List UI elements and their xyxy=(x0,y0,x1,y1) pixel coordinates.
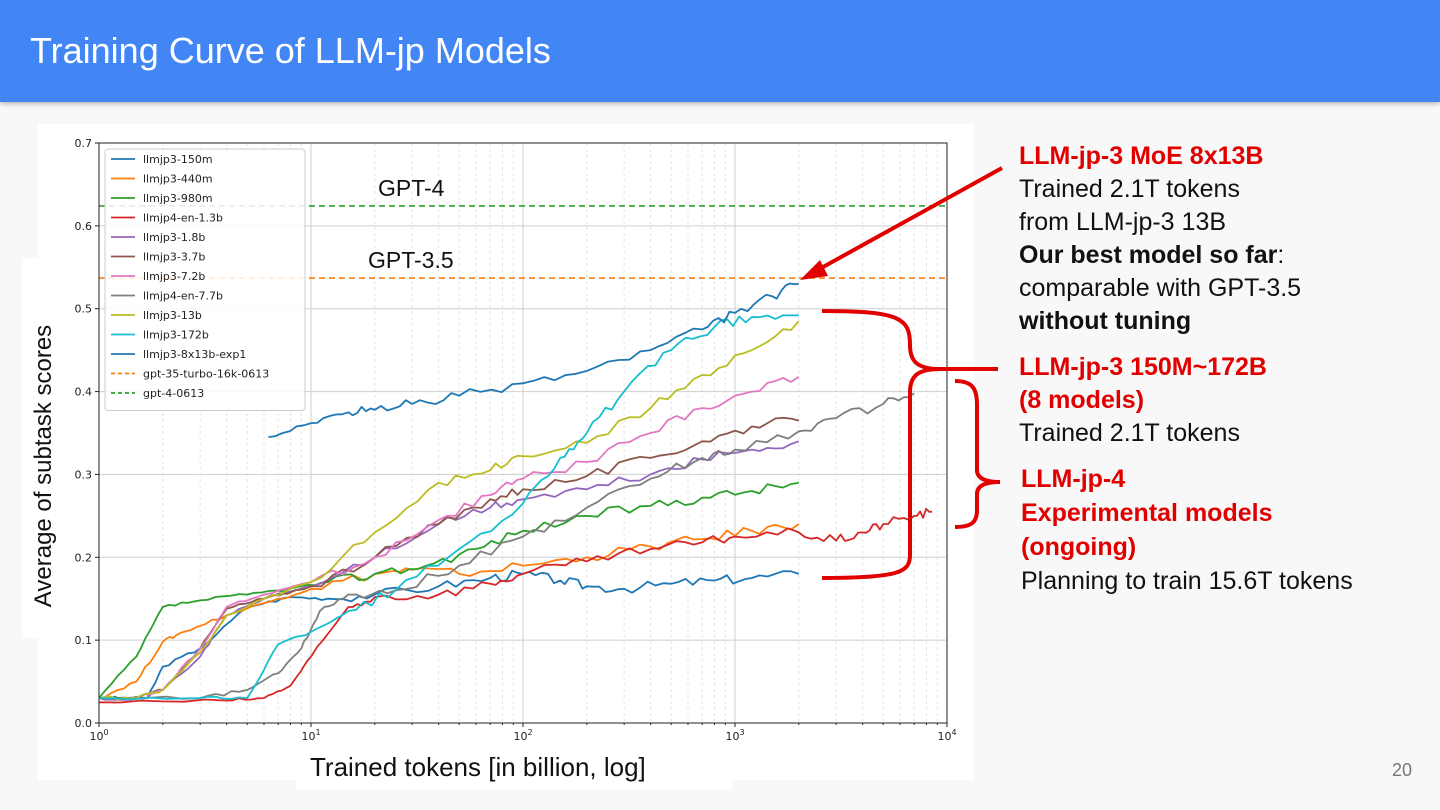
annotation-moe-line3-rest: : xyxy=(1277,241,1285,269)
legend-label-llmjp3-980m: llmjp3-980m xyxy=(143,192,213,205)
x-axis-label-background xyxy=(296,748,732,790)
annotation-llmjp3-line1: Trained 2.1T tokens xyxy=(1019,419,1240,447)
series-line-llmjp3-440m xyxy=(98,523,800,699)
series-line-llmjp4-en-7.7b xyxy=(98,392,915,701)
x-tick-label: 101 xyxy=(301,728,320,743)
annotation-moe-line4: comparable with GPT-3.5 xyxy=(1019,274,1302,302)
x-axis-label: Trained tokens [in billion, log] xyxy=(310,752,646,782)
y-tick-label: 0.6 xyxy=(75,220,93,233)
x-tick-label: 102 xyxy=(513,728,532,743)
annotation-moe-heading: LLM-jp-3 MoE 8x13B xyxy=(1019,142,1264,170)
y-tick-label: 0.4 xyxy=(75,386,93,399)
x-tick-label: 104 xyxy=(937,728,956,743)
annotation-moe-line2: from LLM-jp-3 13B xyxy=(1019,208,1227,236)
annotation-moe-line3: Our best model so far: xyxy=(1019,239,1301,272)
annotation-llmjp4-heading3: (ongoing) xyxy=(1021,533,1137,561)
gpt4-label: GPT-4 xyxy=(378,175,445,201)
annotation-llmjp3-heading1: LLM-jp-3 150M~172B xyxy=(1019,353,1267,381)
slide-title: Training Curve of LLM-jp Models xyxy=(30,30,551,71)
page-number: 20 xyxy=(1392,760,1413,780)
annotation-moe: LLM-jp-3 MoE 8x13B Trained 2.1T tokens f… xyxy=(1019,140,1301,338)
annotation-moe-line5: without tuning xyxy=(1019,307,1192,335)
legend-label-llmjp4-en-7.7b: llmjp4-en-7.7b xyxy=(143,290,223,303)
series-line-llmjp3-980m xyxy=(98,481,799,699)
legend-label-llmjp3-8x13b-exp1: llmjp3-8x13b-exp1 xyxy=(143,348,246,361)
legend-label-llmjp3-3.7b: llmjp3-3.7b xyxy=(143,251,205,264)
series-line-llmjp3-7.2b xyxy=(98,375,800,701)
y-tick-label: 0.3 xyxy=(75,468,93,481)
chart-panel: GPT-4 GPT-3.5 0.0 0.1 0.2 0.3 0.4 0.5 0.6 0.7 100 1… xyxy=(38,124,974,780)
annotation-moe-line3-bold: Our best model so far xyxy=(1019,241,1278,269)
x-tick-label: 103 xyxy=(725,728,744,743)
legend-label-gpt-35-turbo-16k-0613: gpt-35-turbo-16k-0613 xyxy=(143,368,269,381)
legend-label-llmjp3-1.8b: llmjp3-1.8b xyxy=(143,231,205,244)
legend-label-llmjp3-7.2b: llmjp3-7.2b xyxy=(143,270,205,283)
y-tick-label: 0.5 xyxy=(75,303,93,316)
series-line-llmjp3-150m xyxy=(98,569,800,700)
annotation-llmjp3-heading2: (8 models) xyxy=(1019,386,1145,414)
legend-label-gpt-4-0613: gpt-4-0613 xyxy=(143,387,204,400)
legend-label-llmjp3-13b: llmjp3-13b xyxy=(143,309,202,322)
y-axis-label-background xyxy=(22,258,66,638)
training-curve-chart: GPT-4 GPT-3.5 0.0 0.1 0.2 0.3 0.4 0.5 0.6 0.7 100 1… xyxy=(75,137,957,743)
series-line-llmjp3-1.8b xyxy=(98,440,800,701)
annotation-llmjp4-line1: Planning to train 15.6T tokens xyxy=(1021,567,1353,595)
annotation-llmjp4-heading2: Experimental models xyxy=(1021,499,1273,527)
series-line-llmjp3-8x13b-exp1 xyxy=(268,282,799,438)
y-tick-label: 0.0 xyxy=(75,717,93,730)
annotation-llmjp4-heading1: LLM-jp-4 xyxy=(1021,465,1126,493)
annotation-llmjp4: LLM-jp-4 Experimental models (ongoing) P… xyxy=(1021,462,1353,598)
legend-box xyxy=(104,148,306,411)
gpt35-label: GPT-3.5 xyxy=(368,247,454,273)
annotation-moe-line1: Trained 2.1T tokens xyxy=(1019,175,1240,203)
y-tick-label: 0.7 xyxy=(75,137,93,150)
title-bar: Training Curve of LLM-jp Models xyxy=(0,0,1440,102)
series-line-llmjp3-13b xyxy=(98,320,800,701)
series-line-llmjp3-172b xyxy=(98,314,799,701)
x-tick-label: 100 xyxy=(89,728,108,743)
legend-label-llmjp3-440m: llmjp3-440m xyxy=(143,173,213,186)
annotation-llmjp3: LLM-jp-3 150M~172B (8 models) Trained 2.… xyxy=(1019,351,1267,450)
legend-label-llmjp4-en-1.3b: llmjp4-en-1.3b xyxy=(143,212,223,225)
y-axis-label: Average of subtask scores xyxy=(30,324,57,608)
legend-label-llmjp3-172b: llmjp3-172b xyxy=(143,329,209,342)
legend-label-llmjp3-150m: llmjp3-150m xyxy=(143,153,213,166)
y-tick-label: 0.1 xyxy=(75,634,93,647)
y-tick-label: 0.2 xyxy=(75,551,93,564)
